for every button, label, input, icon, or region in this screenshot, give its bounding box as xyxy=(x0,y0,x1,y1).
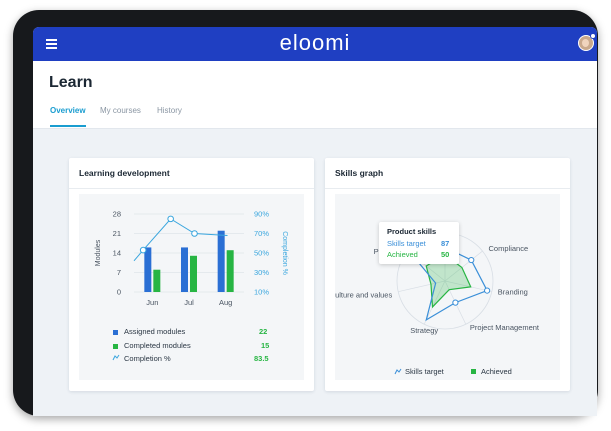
tab-overview[interactable]: Overview xyxy=(50,106,86,115)
achieved-polygon xyxy=(425,253,472,309)
x-tick-label: Jul xyxy=(184,298,194,307)
completion-point xyxy=(167,215,174,223)
y2-tick-label: 90% xyxy=(254,210,269,219)
bar-completed-modules xyxy=(190,255,197,292)
radar-axis-label: Branding xyxy=(498,288,528,297)
radar-axis-label: Compliance xyxy=(489,244,529,253)
skills-graph-card: Skills graph SalesComplianceBrandingProj… xyxy=(325,158,570,391)
achieved-legend-swatch xyxy=(471,369,476,374)
completion-legend-value: 83.5 xyxy=(254,354,269,363)
tablet-frame: eloomi Learn Overview My courses History… xyxy=(13,10,598,416)
skills-target-legend-icon xyxy=(394,368,402,375)
user-avatar[interactable] xyxy=(578,35,594,51)
completed-legend-value: 15 xyxy=(261,341,270,350)
bar-assigned-modules xyxy=(181,247,188,292)
learning-card-title: Learning development xyxy=(79,168,170,178)
completed-swatch xyxy=(113,344,118,349)
tab-history[interactable]: History xyxy=(157,106,182,115)
card-divider xyxy=(69,188,314,189)
y2-axis-label: Completion % xyxy=(281,231,288,275)
bar-completed-modules xyxy=(226,250,234,292)
page-header: Learn Overview My courses History xyxy=(33,61,597,129)
x-tick-label: Aug xyxy=(219,298,232,307)
tooltip-achieved-label: Achieved xyxy=(387,250,418,259)
hamburger-menu-icon[interactable] xyxy=(46,39,57,49)
skills-target-point xyxy=(468,256,475,264)
learning-development-chart: 0 7 14 21 28 10% 30% 50% 70% 90% Modules Completion… xyxy=(95,210,288,308)
assigned-swatch xyxy=(113,330,118,335)
product-skills-tooltip: Product skills Skills target 87 Achieved… xyxy=(379,222,459,264)
learning-development-card: Learning development 0 7 14 21 28 10% 30% 50% 70… xyxy=(69,158,314,391)
completion-line-icon xyxy=(112,354,120,361)
y2-tick-label: 10% xyxy=(254,288,269,297)
radar-axis-label: Culture and values xyxy=(335,291,392,300)
y-tick-label: 7 xyxy=(117,268,121,277)
skills-target-legend-label: Skills target xyxy=(405,367,444,376)
assigned-legend-label: Assigned modules xyxy=(124,327,186,336)
skills-target-point xyxy=(452,299,459,306)
skills-card-title: Skills graph xyxy=(335,168,384,178)
radar-axis-label: Project Management xyxy=(470,323,540,332)
completion-legend-label: Completion % xyxy=(124,354,171,363)
radar-axis-label: Strategy xyxy=(410,326,438,335)
completion-point xyxy=(191,230,198,237)
top-bar: eloomi xyxy=(33,27,597,61)
eloomi-logo: eloomi xyxy=(279,30,351,55)
assigned-legend-value: 22 xyxy=(259,327,268,336)
tooltip-title: Product skills xyxy=(387,227,437,236)
y-tick-label: 14 xyxy=(113,249,121,258)
notification-dot xyxy=(590,33,596,39)
radar-spoke xyxy=(444,280,492,293)
y-tick-label: 0 xyxy=(117,288,121,297)
completion-point xyxy=(139,246,147,254)
tooltip-target-label: Skills target xyxy=(387,239,426,248)
x-tick-label: Jun xyxy=(146,298,158,307)
active-tab-indicator xyxy=(50,125,86,127)
tab-my-courses[interactable]: My courses xyxy=(100,106,141,115)
y-tick-label: 28 xyxy=(113,210,121,219)
radar-spoke xyxy=(423,280,446,325)
learning-card-body: 0 7 14 21 28 10% 30% 50% 70% 90% Modules Completion… xyxy=(79,194,304,380)
bar-completed-modules xyxy=(153,269,161,292)
y2-tick-label: 30% xyxy=(254,268,269,277)
bar-assigned-modules xyxy=(144,247,152,292)
tooltip-achieved-value: 50 xyxy=(441,250,450,259)
skills-target-point xyxy=(484,287,491,294)
radar-spoke xyxy=(444,250,483,282)
completed-legend-label: Completed modules xyxy=(124,341,191,350)
y-tick-label: 21 xyxy=(113,229,121,238)
app-screen: eloomi Learn Overview My courses History… xyxy=(33,27,597,416)
bar-assigned-modules xyxy=(217,230,225,292)
achieved-legend-label: Achieved xyxy=(481,367,512,376)
y2-tick-label: 50% xyxy=(254,249,269,258)
y2-tick-label: 70% xyxy=(254,229,269,238)
card-divider xyxy=(325,188,570,189)
y-axis-label: Modules xyxy=(95,239,102,266)
radar-spoke xyxy=(398,280,446,293)
page-title: Learn xyxy=(49,74,93,91)
skills-card-body: SalesComplianceBrandingProject Managemen… xyxy=(330,194,560,380)
tooltip-target-value: 87 xyxy=(441,239,450,248)
